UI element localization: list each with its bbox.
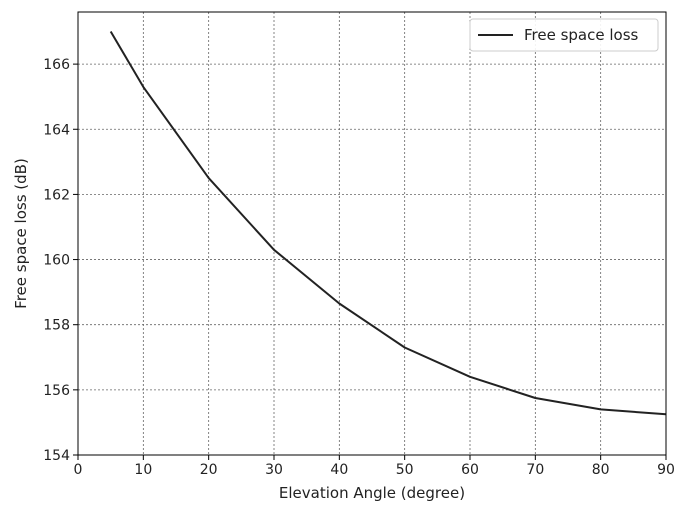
legend-box	[469, 18, 659, 52]
x-tick-label: 70	[526, 462, 544, 478]
y-axis-label: Free space loss (dB)	[12, 158, 30, 309]
x-tick-label: 30	[265, 462, 283, 478]
y-tick-label: 166	[43, 57, 70, 73]
x-tick-label: 40	[330, 462, 348, 478]
y-tick-label: 160	[43, 253, 70, 269]
y-tick-label: 156	[43, 383, 70, 399]
legend-label-free-space-loss: Free space loss	[524, 26, 639, 44]
x-axis-label: Elevation Angle (degree)	[279, 484, 465, 502]
x-tick-label: 80	[592, 462, 610, 478]
y-tick-label: 154	[43, 448, 70, 464]
y-tick-label: 162	[43, 187, 70, 203]
plot-frame	[77, 11, 667, 456]
legend: Free space loss	[469, 18, 659, 52]
series-layer	[109, 30, 667, 416]
series-line-free-space-loss	[109, 30, 667, 416]
grid	[77, 12, 667, 456]
axis-ticks: 0 10 20 30 40 50 60 70 80 90 154 156 158 160 162 164 166	[43, 57, 675, 478]
x-tick-label: 20	[200, 462, 218, 478]
x-tick-label: 10	[134, 462, 152, 478]
y-tick-label: 158	[43, 318, 70, 334]
y-tick-label: 164	[43, 122, 70, 138]
x-tick-label: 90	[657, 462, 675, 478]
x-tick-label: 0	[74, 462, 83, 478]
x-tick-label: 50	[396, 462, 414, 478]
x-tick-label: 60	[461, 462, 479, 478]
